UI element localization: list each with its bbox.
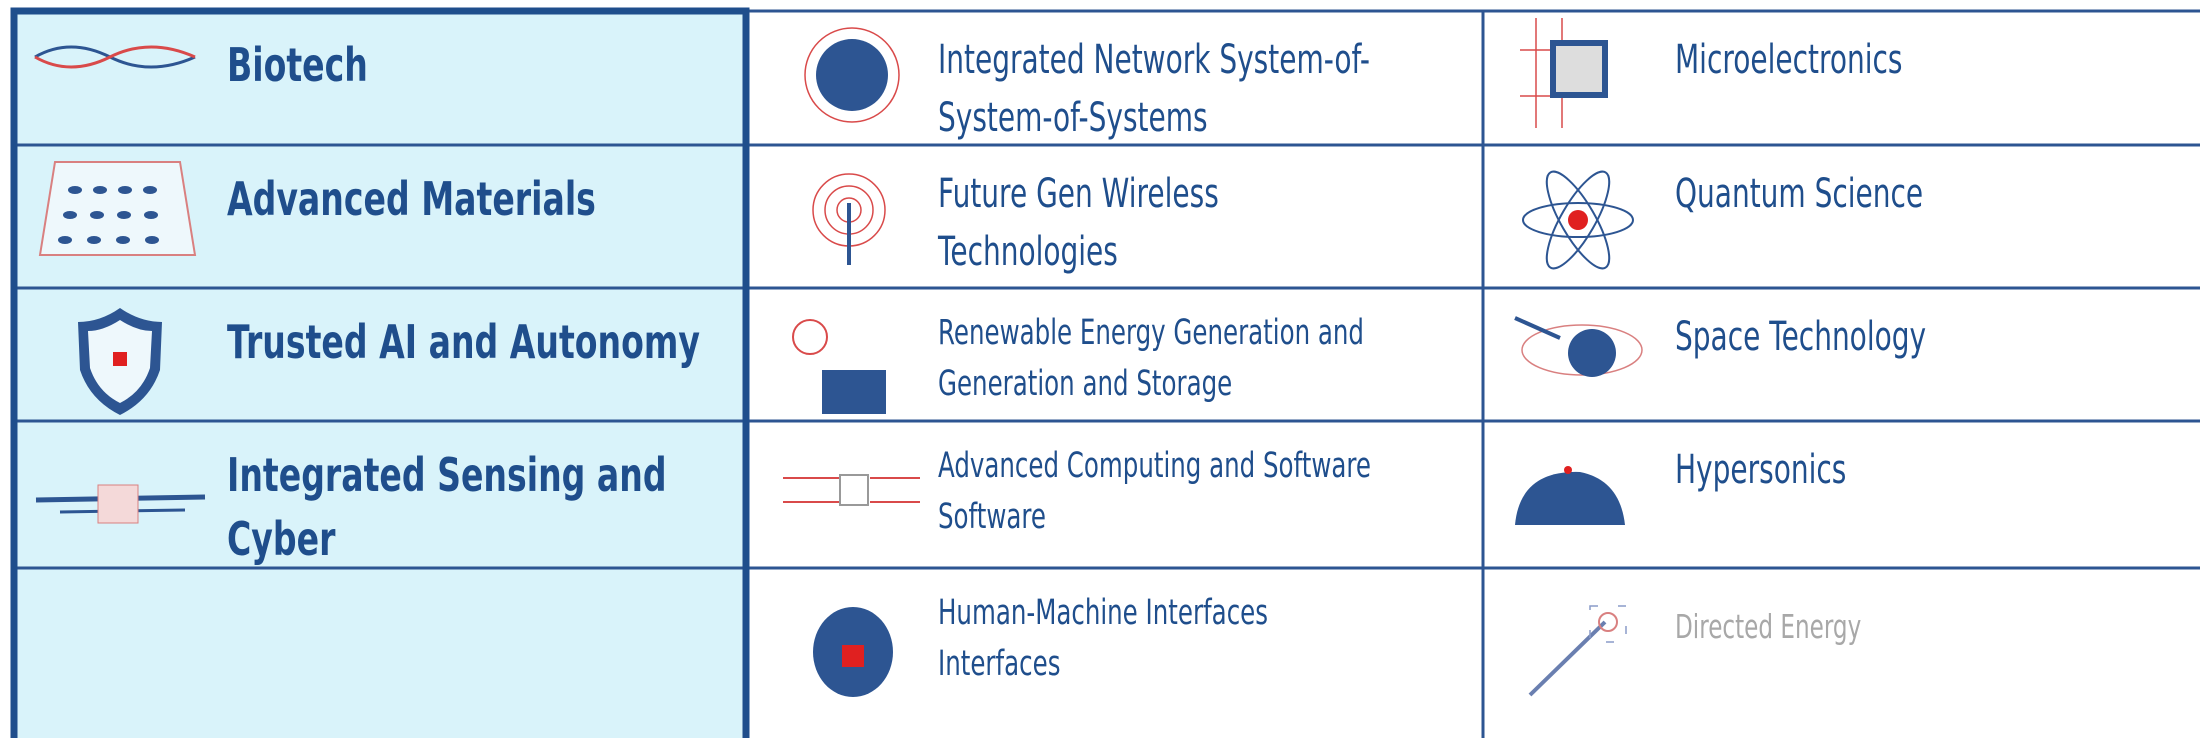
text-line: Interfaces [938,644,1061,684]
icon-atom [1522,170,1634,270]
text-line: Human-Machine Interfaces [938,593,1269,633]
icon-dna [34,45,196,69]
cell-text: Quantum Science [1675,165,1923,223]
icon-wireless [812,173,886,265]
text-line: Biotech [227,38,368,92]
icon-space [1514,316,1643,377]
text-line: Advanced Computing and Software [938,446,1372,486]
icon-hypersonics [1515,466,1625,525]
cell-text: Directed Energy [1675,598,1861,656]
cell-text: Future Gen Wireless Technologies [938,165,1219,281]
text-line: Integrated Network System-of- [938,37,1370,83]
cell-text: Human-Machine Interfaces Interfaces [938,588,1268,690]
cell-text: Space Technology [1675,308,1926,366]
icon-solar [792,319,886,414]
icon-shield [78,308,162,415]
text-line: Quantum Science [1675,171,1924,217]
text-line: Advanced Materials [227,172,596,226]
cell-text: Microelectronics [1675,31,1903,89]
text-line: Generation and Storage [938,364,1233,404]
cell-text: Hypersonics [1675,441,1846,499]
text-line: Renewable Energy Generation and [938,313,1364,353]
text-line: Directed Energy [1675,607,1862,646]
text-line: Microelectronics [1675,37,1903,83]
text-line: System-of-Systems [938,95,1208,141]
cell-text: Advanced Materials [227,167,596,231]
cell-text: Biotech [227,33,368,97]
cell-text: Integrated Sensing and Cyber [227,443,667,571]
text-line: Space Technology [1675,314,1927,360]
icon-computing [783,474,920,506]
cell-text: Advanced Computing and Software Software [938,441,1371,543]
text-line: Future Gen Wireless [938,171,1219,217]
text-line: Technologies [938,229,1118,275]
icon-sensing [35,484,206,524]
cell-text: Integrated Network System-of- System-of-S… [938,31,1370,147]
text-line: Hypersonics [1675,447,1847,493]
text-line: Integrated Sensing and [227,448,667,502]
text-line: Software [938,497,1047,537]
icon-laser [1528,605,1627,697]
icon-chip [1520,18,1608,128]
cell-text: Renewable Energy Generation and Generatio… [938,308,1364,410]
icon-globe [804,27,900,123]
icon-materials [38,161,197,256]
cell-text: Trusted AI and Autonomy [227,310,700,374]
text-line: Trusted AI and Autonomy [227,315,700,369]
text-line: Cyber [227,512,336,566]
icon-brain [813,607,893,697]
